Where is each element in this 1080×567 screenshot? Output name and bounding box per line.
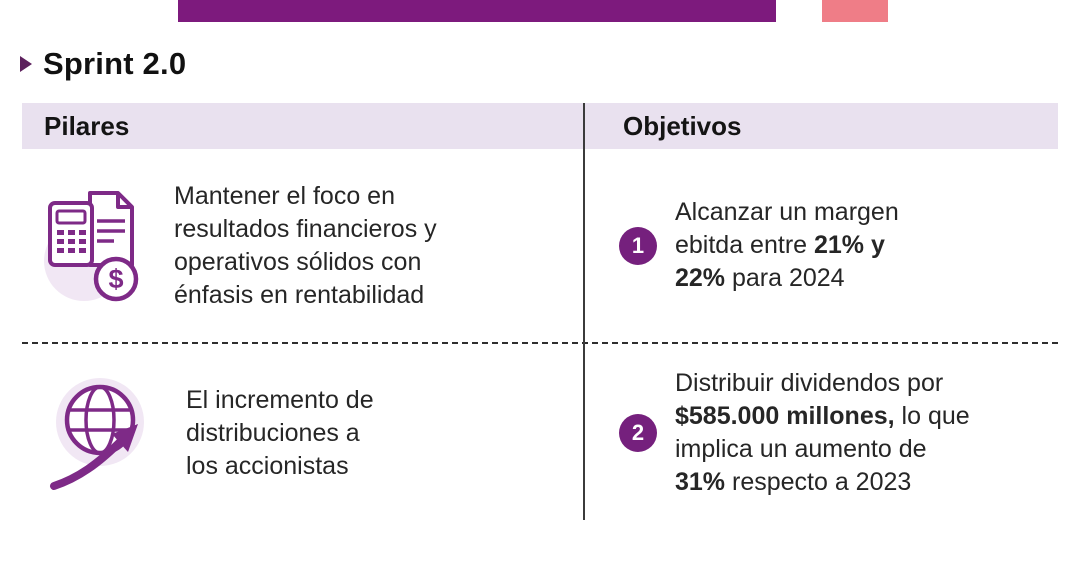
globe-growth-arrow-icon	[44, 372, 156, 494]
pillar-cell: $ Mantener el foco en resultados financi…	[22, 149, 583, 342]
row-divider-dashed	[22, 342, 1058, 344]
objective-cell: 2 Distribuir dividendos por $585.000 mil…	[583, 344, 1058, 522]
objective-text: Distribuir dividendos por $585.000 millo…	[675, 369, 970, 496]
top-accent-bar	[178, 0, 776, 22]
pillar-text: El incremento de distribuciones a los ac…	[186, 385, 374, 480]
objective-cell: 1 Alcanzar un margen ebitda entre 21% y …	[583, 149, 1058, 342]
bullet-triangle-icon	[20, 56, 32, 72]
column-header-objetivos: Objetivos	[623, 110, 742, 141]
table-row: $ Mantener el foco en resultados financi…	[22, 149, 1058, 342]
svg-text:$: $	[108, 264, 123, 294]
table-header-row: Pilares Objetivos	[22, 103, 1058, 149]
column-divider-line	[583, 103, 585, 520]
objective-number-badge: 2	[619, 414, 657, 452]
invoice-calculator-dollar-icon: $	[44, 187, 144, 305]
page-title-row: Sprint 2.0	[20, 46, 186, 82]
pillars-objectives-table: Pilares Objetivos	[22, 103, 1058, 522]
pillar-cell: El incremento de distribuciones a los ac…	[22, 344, 583, 522]
column-header-pilares: Pilares	[44, 110, 130, 141]
objective-number-badge: 1	[619, 226, 657, 265]
table-row: El incremento de distribuciones a los ac…	[22, 344, 1058, 522]
pillar-text: Mantener el foco en resultados financier…	[174, 181, 437, 309]
top-accent-square	[822, 0, 888, 22]
objective-text: Alcanzar un margen ebitda entre 21% y 22…	[675, 198, 899, 292]
page-title: Sprint 2.0	[43, 46, 187, 81]
